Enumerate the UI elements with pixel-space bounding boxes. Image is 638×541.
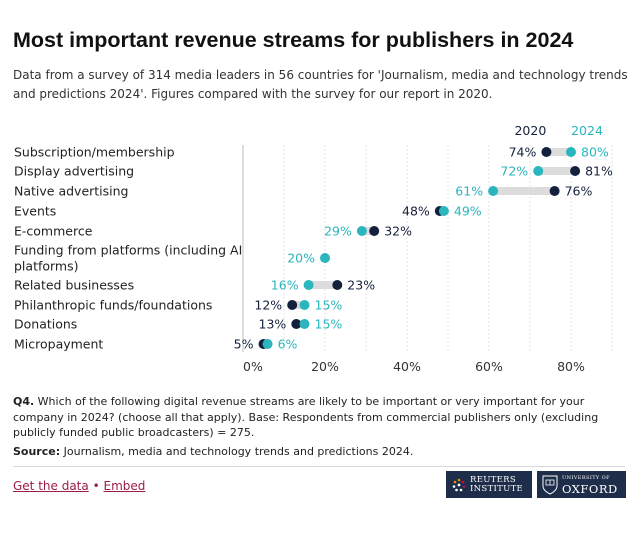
- dot-2020: [287, 300, 298, 310]
- value-label-2024: 29%: [324, 224, 352, 239]
- chart-notes: Q4. Which of the following digital reven…: [13, 394, 625, 441]
- oxford-logo-line1: UNIVERSITY OF: [562, 475, 610, 481]
- oxford-crest-icon: [542, 475, 558, 495]
- dot-2024: [303, 280, 314, 290]
- dot-2020: [570, 166, 581, 176]
- chart-subtitle: Data from a survey of 314 media leaders …: [13, 68, 628, 101]
- reuters-institute-logo[interactable]: REUTERS INSTITUTE: [446, 471, 532, 498]
- dot-2024: [488, 186, 499, 196]
- dot-2024: [262, 339, 273, 349]
- value-label-2020: 32%: [384, 224, 412, 239]
- dot-2020: [291, 319, 302, 329]
- x-tick-label: 20%: [311, 359, 339, 374]
- reuters-logo-text: REUTERS INSTITUTE: [470, 474, 524, 494]
- category-label: Display advertising: [14, 164, 134, 179]
- category-label: Funding from platforms (including AI plat…: [14, 243, 242, 274]
- dot-2024: [299, 300, 310, 310]
- value-label-2020: 81%: [585, 164, 613, 179]
- category-label: Related businesses: [14, 278, 134, 293]
- oxford-logo-line2: OXFORD: [562, 482, 618, 496]
- value-label-2024: 6%: [278, 337, 298, 352]
- category-label: Donations: [14, 317, 77, 332]
- dot-2024: [320, 253, 330, 263]
- footer-divider: [13, 466, 625, 467]
- dot-2020: [369, 226, 380, 236]
- chart-source: Source: Journalism, media and technology…: [13, 444, 625, 460]
- embed-link[interactable]: Embed: [103, 479, 146, 493]
- dot-2024: [533, 166, 544, 176]
- get-data-link[interactable]: Get the data: [13, 479, 89, 493]
- dot-2024: [356, 226, 367, 236]
- value-label-2024: 61%: [455, 184, 483, 199]
- value-label-2020: 13%: [259, 317, 287, 332]
- legend-2020: 2020: [514, 123, 546, 138]
- value-label-2024: 15%: [315, 317, 343, 332]
- x-tick-label: 40%: [393, 359, 421, 374]
- source-label: Source:: [13, 445, 61, 458]
- dot-2020: [332, 280, 343, 290]
- x-tick-label: 60%: [475, 359, 503, 374]
- source-text: Journalism, media and technology trends …: [60, 445, 414, 458]
- footer-links: Get the data • Embed: [13, 479, 145, 493]
- value-label-2020: 5%: [234, 337, 254, 352]
- category-label: E-commerce: [14, 224, 93, 239]
- x-tick-label: 80%: [557, 359, 585, 374]
- question-text: Which of the following digital revenue s…: [13, 395, 599, 439]
- footer-separator: •: [92, 479, 100, 493]
- value-label-2024: 15%: [315, 298, 343, 313]
- category-label: Subscription/membership: [14, 145, 175, 160]
- reuters-dots-icon: [452, 478, 466, 491]
- value-label-2020: 74%: [509, 145, 537, 160]
- category-label: Philanthropic funds/foundations: [14, 298, 212, 313]
- category-label: Micropayment: [14, 337, 103, 352]
- value-label-2024: 49%: [454, 204, 482, 219]
- dot-2020: [549, 186, 560, 196]
- value-label-2024: 16%: [271, 278, 299, 293]
- chart-title: Most important revenue streams for publi…: [13, 28, 574, 52]
- dot-2020: [541, 147, 552, 157]
- reuters-logo-line2: INSTITUTE: [470, 483, 524, 494]
- value-label-2020: 23%: [347, 278, 375, 293]
- oxford-logo-text: UNIVERSITY OF OXFORD: [562, 474, 618, 495]
- x-tick-label: 0%: [243, 359, 263, 374]
- question-label: Q4.: [13, 395, 35, 408]
- value-label-2020: 76%: [565, 184, 593, 199]
- value-label-2024: 72%: [500, 164, 528, 179]
- value-label-2024: 20%: [287, 251, 315, 266]
- category-label: Events: [14, 204, 56, 219]
- dot-2024: [566, 147, 576, 157]
- legend-2024: 2024: [571, 123, 603, 138]
- dot-plot-chart: Subscription/membership Display advertisi…: [14, 123, 613, 374]
- oxford-university-logo[interactable]: UNIVERSITY OF OXFORD: [537, 471, 626, 498]
- dot-2024: [438, 206, 449, 216]
- value-label-2020: 12%: [254, 298, 282, 313]
- value-label-2024: 80%: [581, 145, 609, 160]
- category-label: Native advertising: [14, 184, 128, 199]
- dot-2024: [299, 319, 310, 329]
- value-label-2020: 48%: [402, 204, 430, 219]
- reuters-logo-line1: REUTERS: [470, 474, 516, 485]
